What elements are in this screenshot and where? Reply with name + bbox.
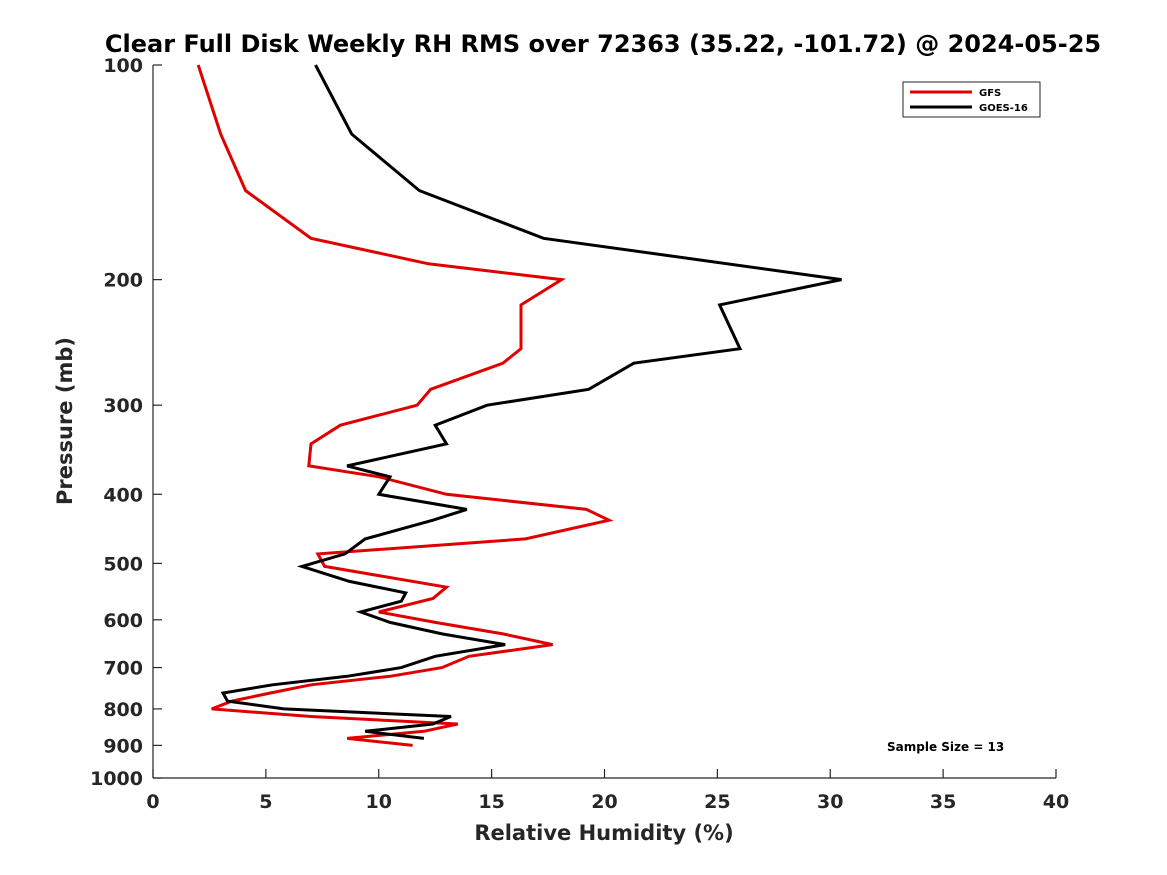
y-tick-label: 700 [103, 658, 143, 680]
series-line-gfs [196, 64, 614, 747]
x-tick-label: 0 [146, 791, 159, 813]
legend-label-gfs: GFS [979, 88, 1001, 99]
x-tick-label: 5 [259, 791, 272, 813]
y-tick-label: 600 [103, 610, 143, 632]
x-tick-label: 25 [704, 791, 730, 813]
chart-title: Clear Full Disk Weekly RH RMS over 72363… [105, 30, 1101, 58]
series-line-goes16 [220, 64, 842, 740]
y-ticks: 100 200 300 400 500 600 700 800 900 1000 [90, 55, 162, 790]
y-tick-label: 300 [103, 395, 143, 417]
y-tick-label: 1000 [90, 768, 143, 790]
y-tick-label: 500 [103, 553, 143, 575]
y-tick-label: 200 [103, 270, 143, 292]
x-tick-label: 30 [817, 791, 843, 813]
legend: GFS GOES-16 [902, 81, 1041, 118]
series-layer [196, 64, 842, 747]
y-tick-label: 800 [103, 699, 143, 721]
x-tick-label: 35 [930, 791, 956, 813]
legend-box [902, 81, 1041, 118]
y-axis-label: Pressure (mb) [53, 337, 77, 505]
x-ticks: 0 5 10 15 20 25 30 35 40 [146, 769, 1069, 813]
x-tick-label: 20 [591, 791, 617, 813]
plot-area [153, 65, 1056, 778]
x-tick-label: 15 [478, 791, 504, 813]
x-tick-label: 40 [1043, 791, 1069, 813]
sample-size-annotation: Sample Size = 13 [887, 740, 1004, 754]
y-tick-label: 100 [103, 55, 143, 77]
y-tick-label: 900 [103, 735, 143, 757]
y-tick-label: 400 [103, 484, 143, 506]
x-tick-label: 10 [366, 791, 392, 813]
legend-label-goes16: GOES-16 [979, 103, 1028, 114]
x-axis-label: Relative Humidity (%) [474, 821, 733, 845]
